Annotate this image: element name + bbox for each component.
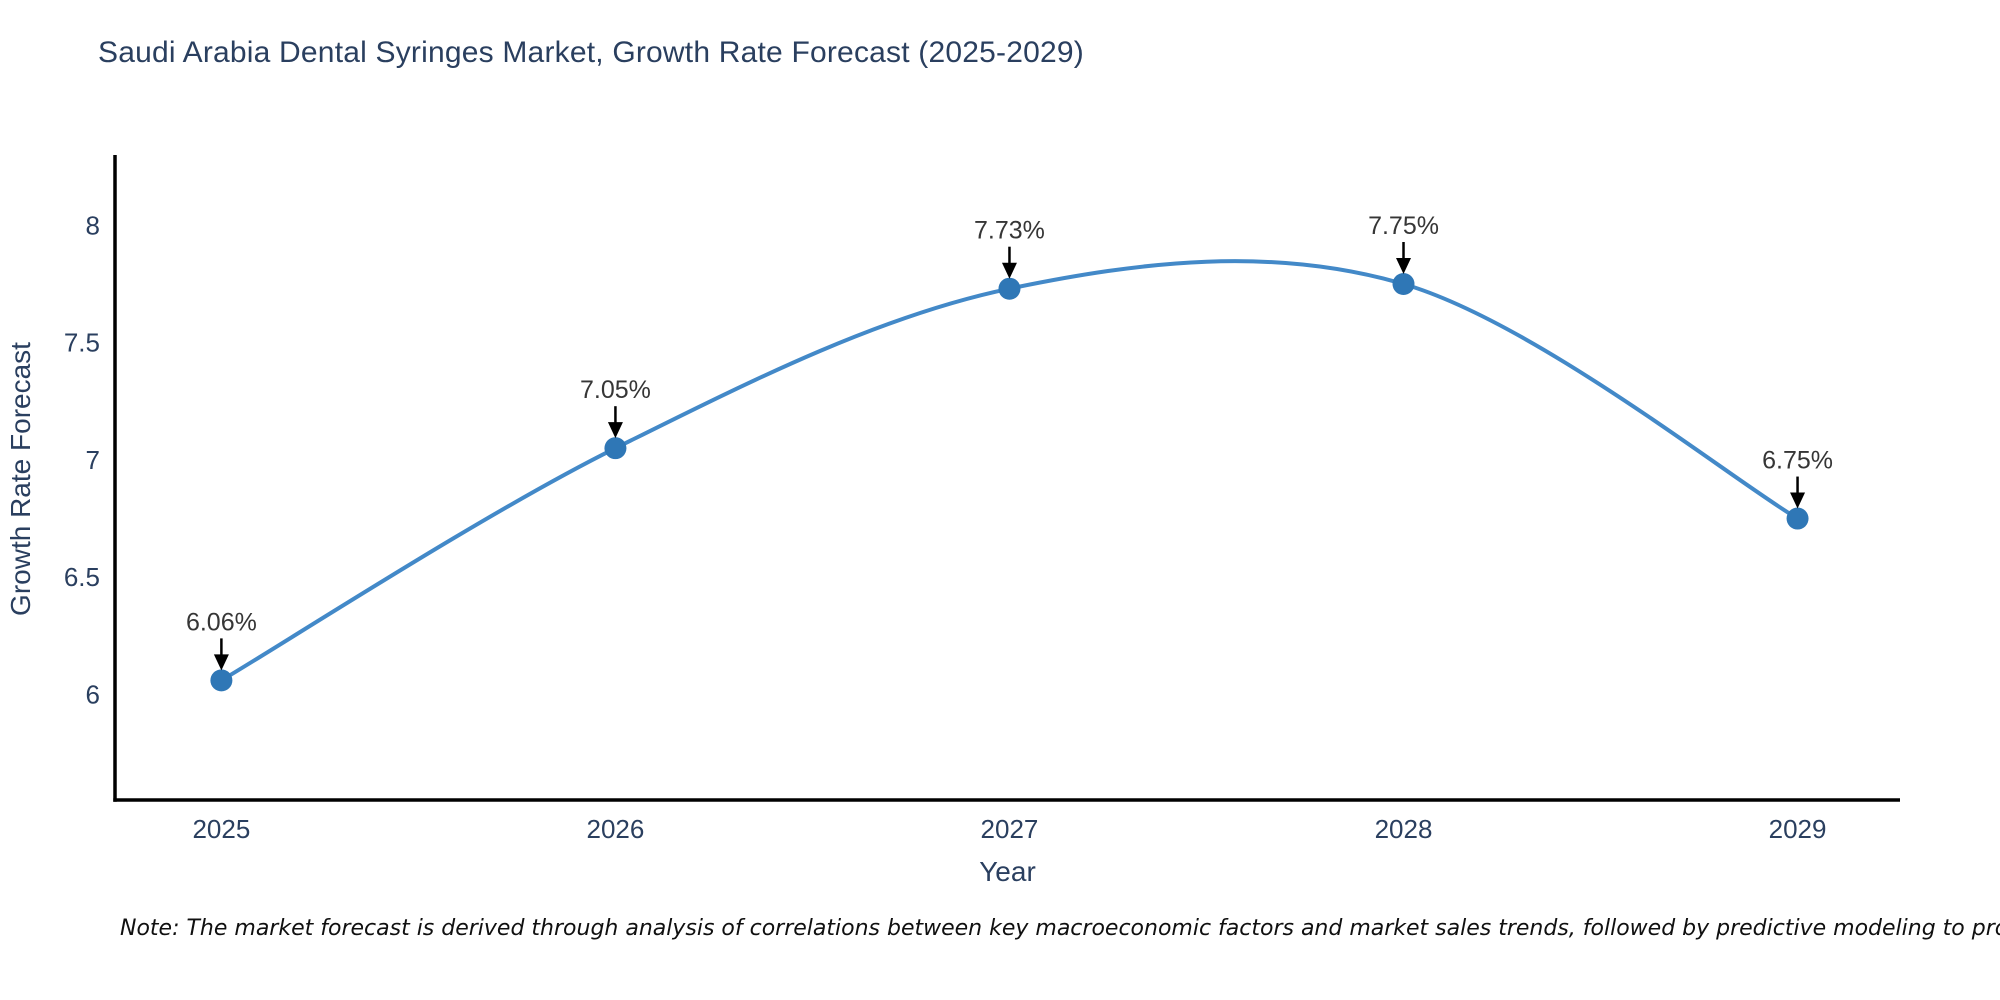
- trend-line: [219, 259, 1800, 683]
- annotation-label: 7.75%: [1368, 212, 1439, 240]
- annotation-label: 7.73%: [974, 217, 1045, 245]
- annotation-arrowhead: [607, 422, 623, 439]
- data-point-marker: [1392, 273, 1415, 295]
- annotation-label: 7.05%: [580, 376, 651, 404]
- y-tick-label: 6: [86, 679, 100, 709]
- x-tick-label: 2027: [981, 814, 1039, 844]
- x-axis-label: Year: [979, 856, 1036, 887]
- x-tick-label: 2025: [192, 814, 250, 844]
- y-tick-label: 8: [86, 210, 100, 240]
- annotation-arrowhead: [213, 654, 229, 671]
- x-tick-label: 2026: [587, 814, 645, 844]
- annotation-arrowhead: [1396, 258, 1412, 274]
- data-point-marker: [604, 437, 627, 460]
- chart-title: Saudi Arabia Dental Syringes Market, Gro…: [98, 36, 1084, 69]
- data-point-marker: [998, 277, 1021, 300]
- annotation-arrowhead: [1790, 492, 1806, 509]
- y-tick-label: 7: [86, 445, 100, 475]
- data-point-marker: [1786, 507, 1809, 530]
- data-point-marker: [210, 669, 233, 692]
- annotation-label: 6.06%: [186, 608, 257, 636]
- y-tick-label: 7.5: [64, 328, 100, 358]
- x-tick-label: 2028: [1375, 814, 1433, 844]
- y-tick-label: 6.5: [64, 562, 100, 592]
- annotation-label: 6.75%: [1762, 447, 1833, 475]
- annotation-arrowhead: [1001, 262, 1017, 279]
- x-tick-label: 2029: [1769, 814, 1827, 844]
- footnote: Note: The market forecast is derived thr…: [120, 916, 2000, 941]
